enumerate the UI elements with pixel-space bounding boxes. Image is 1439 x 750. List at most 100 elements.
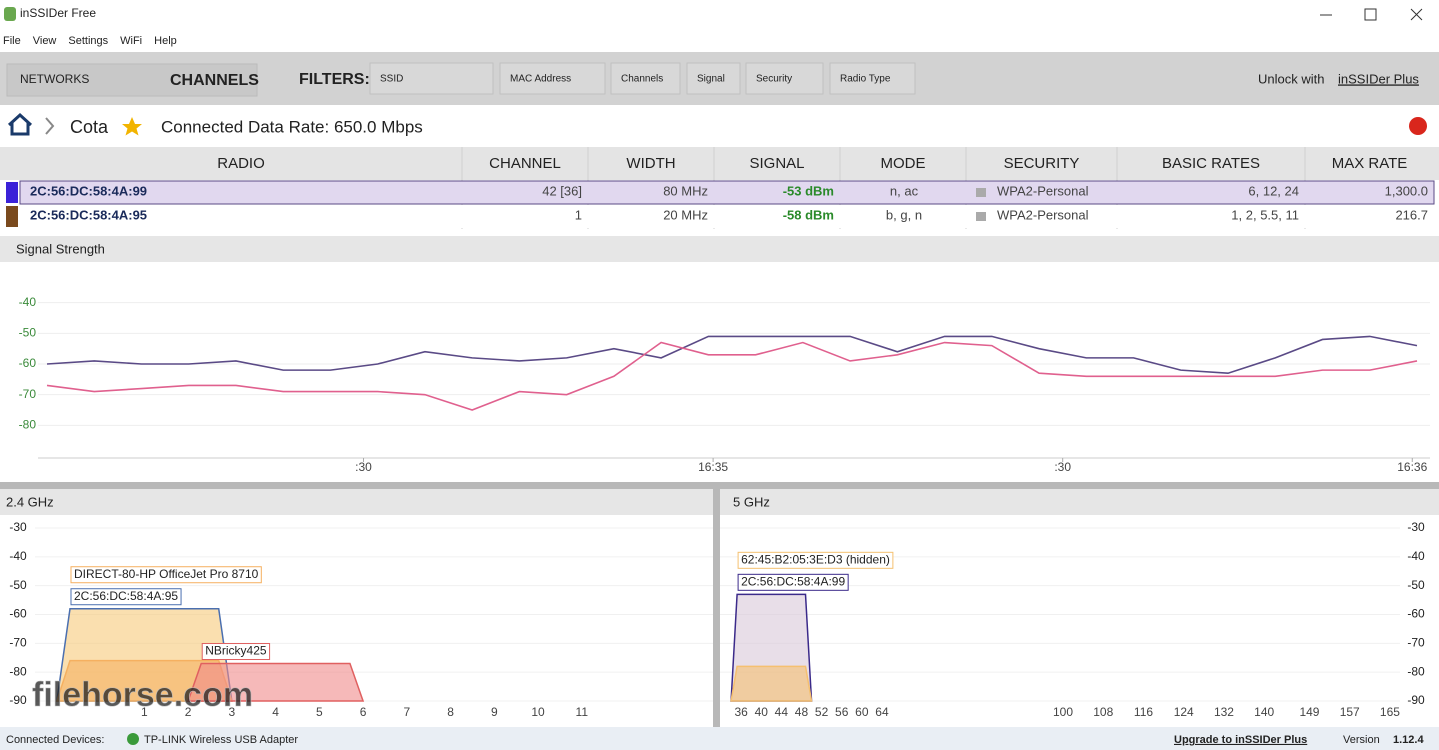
menu-item[interactable]: Settings [68, 35, 108, 47]
panel-title: 2.4 GHz [6, 494, 54, 509]
menu-item[interactable]: View [33, 35, 57, 47]
column-header[interactable]: MODE [881, 155, 926, 172]
y-tick-label: -50 [9, 578, 27, 592]
x-tick-label: 5 [316, 705, 323, 719]
filter-box[interactable] [745, 62, 824, 95]
panel-title: 5 GHz [733, 494, 770, 509]
splitter[interactable] [713, 489, 720, 727]
x-tick-label: 3 [228, 705, 235, 719]
lock-icon [976, 188, 986, 197]
network-shape[interactable] [730, 665, 813, 702]
tab-label[interactable]: CHANNELS [170, 72, 259, 89]
table-cell: -53 dBm [783, 183, 834, 198]
home-icon[interactable] [7, 112, 33, 136]
x-tick-label: 48 [795, 705, 809, 719]
signal-line [46, 335, 1418, 375]
table-row[interactable] [19, 180, 1435, 205]
y-tick-label: -90 [1407, 693, 1425, 707]
panel-header [720, 489, 1439, 515]
filter-placeholder: Radio Type [840, 74, 891, 85]
y-tick-label: -50 [1407, 578, 1425, 592]
x-tick-label: 8 [447, 705, 454, 719]
maximize-button[interactable] [1364, 8, 1377, 21]
x-tick-label: 16:36 [1397, 460, 1427, 474]
chart-title: Signal Strength [16, 241, 105, 256]
network-name: Cota [70, 117, 109, 137]
table-cell: b, g, n [886, 207, 922, 222]
x-tick-label: 165 [1380, 705, 1400, 719]
filter-box[interactable] [499, 62, 606, 95]
version-label: Version [1343, 734, 1380, 746]
column-header[interactable]: RADIO [217, 155, 265, 172]
network-shape[interactable] [187, 662, 365, 702]
watermark: filehorse.com [32, 676, 253, 714]
filter-placeholder: MAC Address [510, 74, 571, 85]
x-tick-label: 10 [531, 705, 545, 719]
column-header[interactable]: SECURITY [1004, 155, 1080, 172]
x-tick-label: 149 [1299, 705, 1319, 719]
menu-item[interactable]: WiFi [120, 35, 142, 47]
unlock-link[interactable]: inSSIDer Plus [1338, 71, 1419, 86]
unlock-text: Unlock with [1258, 71, 1324, 86]
favorite-star[interactable] [122, 117, 142, 136]
menu-item[interactable]: Help [154, 35, 177, 47]
y-tick-label: -60 [1407, 607, 1425, 621]
y-tick-label: -80 [19, 418, 37, 432]
filter-box[interactable] [829, 62, 916, 95]
x-tick-label: 124 [1174, 705, 1194, 719]
network-label-box [70, 588, 182, 606]
x-tick-label: 44 [775, 705, 789, 719]
signal-line [46, 341, 1418, 411]
x-tick-label: 11 [576, 705, 589, 719]
network-label[interactable]: NBricky425 [201, 643, 271, 661]
table-row[interactable] [20, 205, 1434, 228]
column-header[interactable]: BASIC RATES [1162, 155, 1260, 172]
network-label[interactable]: DIRECT-80-HP OfficeJet Pro 8710 [70, 566, 262, 584]
filter-box[interactable] [369, 62, 494, 95]
column-header[interactable]: CHANNEL [489, 155, 561, 172]
y-tick-label: -60 [19, 356, 37, 370]
y-tick-label: -70 [1407, 636, 1425, 650]
network-label-text: 2C:56:DC:58:4A:99 [741, 574, 845, 588]
column-header[interactable]: SIGNAL [749, 155, 804, 172]
x-tick-label: 4 [272, 705, 279, 719]
close-button[interactable] [1410, 8, 1423, 21]
column-header[interactable]: MAX RATE [1332, 155, 1408, 172]
chevron [45, 117, 55, 135]
filter-box[interactable] [686, 62, 741, 95]
column-header[interactable]: WIDTH [626, 155, 675, 172]
x-tick-label: 7 [403, 705, 410, 719]
chart-header [0, 236, 1439, 262]
network-label[interactable]: 62:45:B2:05:3E:D3 (hidden) [737, 551, 894, 569]
menu-item[interactable]: File [3, 35, 21, 47]
tab-button[interactable] [6, 63, 258, 97]
y-tick-label: -70 [9, 636, 27, 650]
x-tick-label: 100 [1053, 705, 1073, 719]
filter-placeholder: Signal [697, 74, 725, 85]
table-cell: WPA2-Personal [997, 183, 1089, 198]
row-color [6, 182, 18, 203]
y-tick-label: -30 [1407, 520, 1425, 534]
network-label-box [737, 573, 849, 591]
info-icon[interactable] [1409, 117, 1427, 135]
table-header [0, 147, 1439, 180]
filter-placeholder: Security [756, 74, 792, 85]
lock-icon [976, 212, 986, 221]
y-tick-label: -70 [19, 387, 37, 401]
check-icon [127, 733, 139, 745]
y-tick-label: -40 [1407, 549, 1425, 563]
splitter[interactable] [0, 482, 1439, 489]
network-label[interactable]: 2C:56:DC:58:4A:95 [70, 588, 182, 606]
filter-placeholder: SSID [380, 74, 403, 85]
y-tick-label: -50 [19, 326, 37, 340]
x-tick-label: 108 [1093, 705, 1113, 719]
upgrade-link[interactable]: Upgrade to inSSIDer Plus [1174, 734, 1307, 746]
x-tick-label: 16:35 [698, 460, 728, 474]
filter-box[interactable] [610, 62, 681, 95]
network-label-box [70, 566, 262, 584]
x-tick-label: 52 [815, 705, 829, 719]
network-label[interactable]: 2C:56:DC:58:4A:99 [737, 573, 849, 591]
network-label-text: 2C:56:DC:58:4A:95 [74, 589, 178, 603]
network-shape[interactable] [55, 659, 233, 702]
